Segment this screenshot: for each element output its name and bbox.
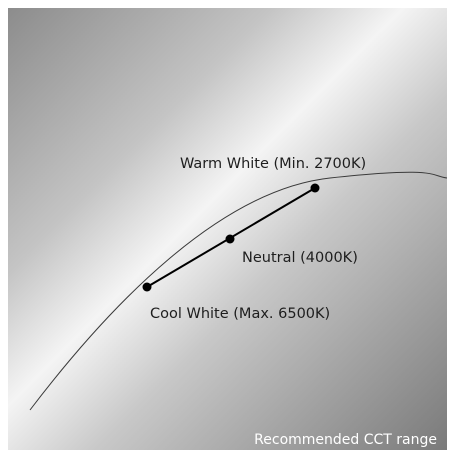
locus-curve	[29, 171, 448, 411]
cool-point	[142, 282, 152, 292]
background	[8, 8, 447, 450]
warm-point	[310, 183, 320, 193]
neutral-point	[225, 234, 235, 244]
warm-label: Warm White (Min. 2700K)	[180, 156, 366, 172]
cool-label: Cool White (Max. 6500K)	[150, 306, 330, 322]
caption: Recommended CCT range	[254, 432, 437, 448]
neutral-label: Neutral (4000K)	[242, 250, 358, 266]
